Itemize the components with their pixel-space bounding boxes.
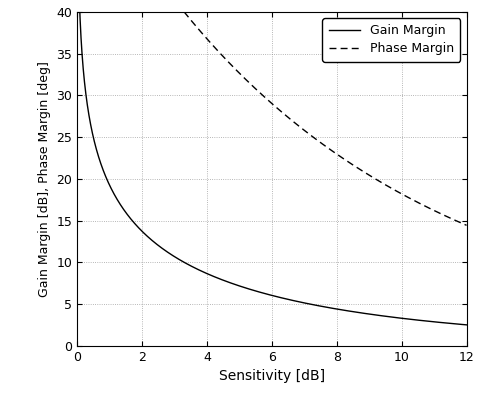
Gain Margin	[223, 279, 228, 284]
Gain Margin	[364, 312, 370, 316]
Gain Margin	[327, 305, 333, 310]
Phase Margin	[266, 99, 272, 104]
Line: Gain Margin: Gain Margin	[77, 0, 466, 325]
Phase Margin	[424, 205, 430, 210]
Gain Margin	[144, 234, 150, 239]
Phase Margin	[345, 160, 351, 165]
Gain Margin	[463, 323, 468, 327]
Gain Margin	[307, 302, 313, 307]
Phase Margin	[181, 9, 187, 14]
Phase Margin	[368, 174, 374, 179]
Gain Margin	[394, 316, 399, 320]
Phase Margin	[463, 223, 468, 228]
Phase Margin	[237, 72, 242, 76]
X-axis label: Sensitivity [dB]: Sensitivity [dB]	[218, 369, 324, 383]
Y-axis label: Gain Margin [dB], Phase Margin [deg]: Gain Margin [dB], Phase Margin [deg]	[37, 61, 50, 297]
Phase Margin	[388, 186, 394, 191]
Legend: Gain Margin, Phase Margin: Gain Margin, Phase Margin	[322, 18, 459, 62]
Line: Phase Margin: Phase Margin	[184, 12, 466, 225]
